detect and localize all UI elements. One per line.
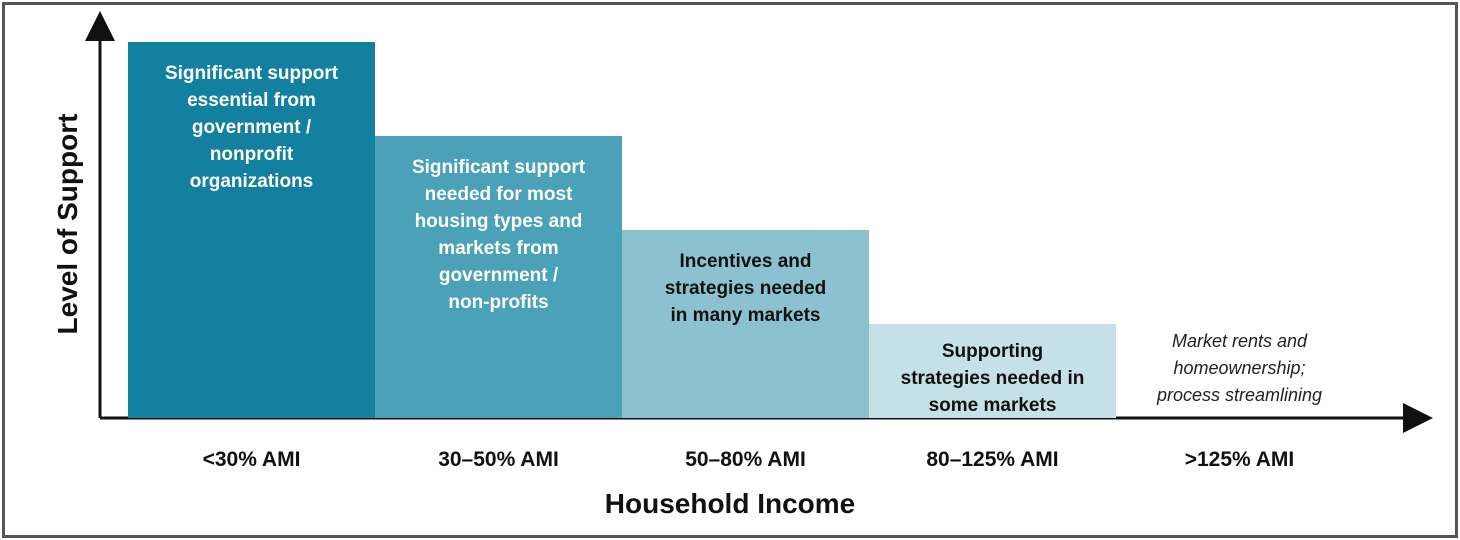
category-label: 30–50% AMI <box>438 448 559 471</box>
category-label: 80–125% AMI <box>926 448 1059 471</box>
tier-box: Significant support needed for most housin… <box>375 136 622 418</box>
category-label: >125% AMI <box>1184 448 1295 471</box>
tier-text-line: Supporting <box>941 341 1044 362</box>
tier-text-line: Market rents and <box>1171 331 1308 351</box>
tier-box: Significant support essential from governm… <box>128 42 375 418</box>
tier-text-line: needed for most <box>424 184 573 205</box>
tier-text-line: government / <box>438 265 559 286</box>
tier-text-line: non-profits <box>448 292 549 313</box>
tier-text-line: government / <box>191 117 312 138</box>
tier-text-line: homeownership; <box>1173 358 1306 378</box>
tier-text-line: markets from <box>438 238 559 259</box>
tier-text-line: essential from <box>187 90 316 111</box>
tier-box: Market rents and homeownership; process st… <box>1116 324 1363 418</box>
tier-text-line: in many markets <box>670 305 821 326</box>
category-label: <30% AMI <box>202 448 301 471</box>
category-label: 50–80% AMI <box>685 448 806 471</box>
y-axis-label: Level of Support <box>52 113 83 335</box>
tier-text-line: housing types and <box>414 211 583 232</box>
tier-text-line: Significant support <box>411 157 586 178</box>
tier-text-line: some markets <box>928 395 1057 416</box>
tier-text-line: Significant support <box>164 63 339 84</box>
x-axis-label: Household Income <box>604 488 856 519</box>
tier-box: Supporting strategies needed in some marke… <box>869 324 1116 418</box>
tier-text-line: strategies needed <box>664 278 827 299</box>
tier-text-line: strategies needed in <box>900 368 1085 389</box>
tier-text-line: organizations <box>189 171 314 192</box>
tier-text-line: nonprofit <box>209 144 294 165</box>
tier-box: Incentives and strategies needed in many m… <box>622 230 869 418</box>
tier-text-line: process streamlining <box>1156 385 1323 405</box>
tier-text-line: Incentives and <box>679 251 812 272</box>
